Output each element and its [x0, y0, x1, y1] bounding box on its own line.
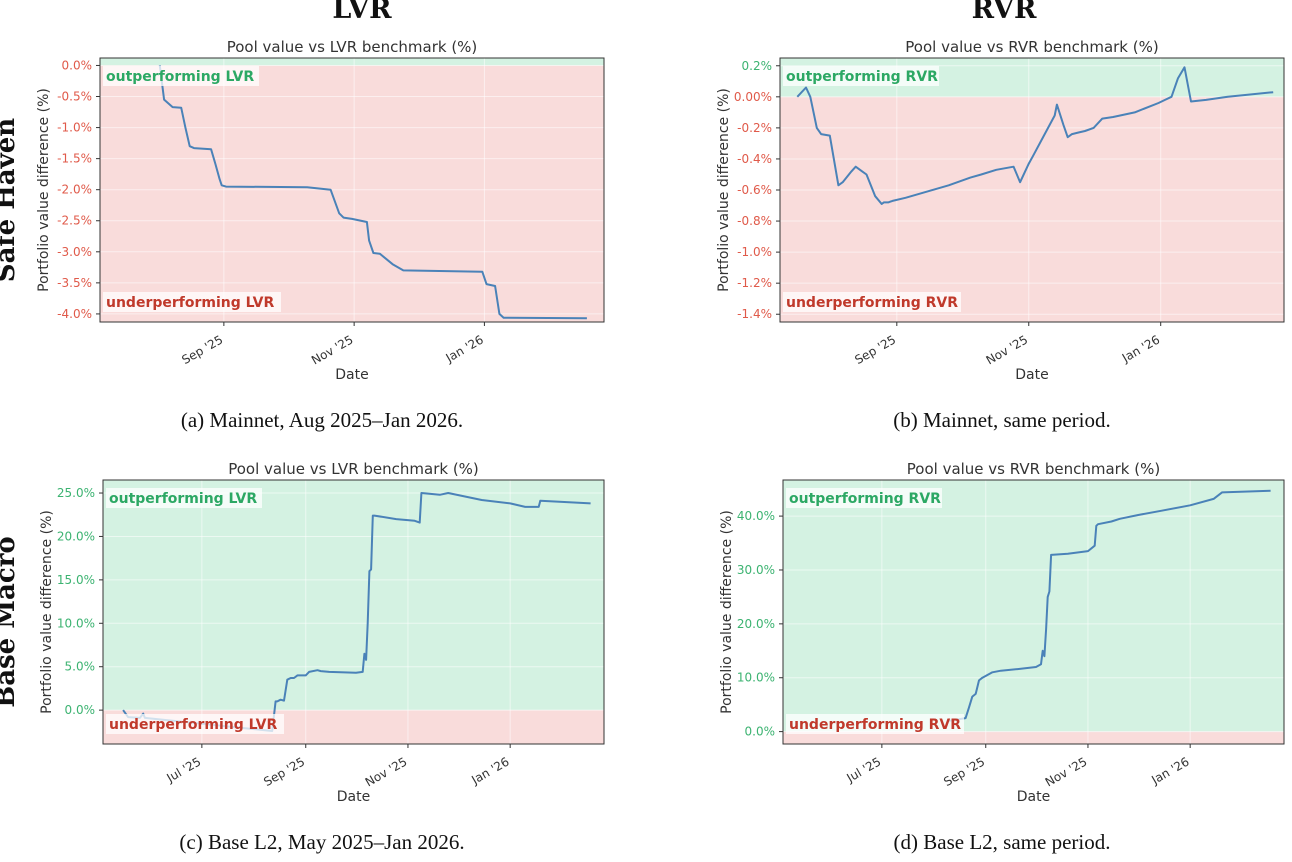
y-tick-label: -1.4% [737, 307, 772, 321]
outperform-label-bg [783, 66, 939, 86]
underperform-label: underperforming LVR [109, 717, 277, 733]
plot-frame [102, 479, 605, 745]
y-tick-label: 10.0% [737, 671, 775, 685]
outperform-label: outperforming RVR [789, 491, 941, 507]
underperform-label-bg [103, 292, 281, 312]
panel-d: outperforming RVR underperforming RVR 40.0… [719, 460, 1285, 854]
outperform-label-bg [786, 488, 942, 508]
series-line [796, 66, 1274, 205]
y-tick-label: -3.5% [57, 276, 92, 290]
y-tick-label: 25.0% [57, 486, 95, 500]
y-axis-label: Portfolio value difference (%) [36, 88, 52, 292]
y-tick-label: -0.2% [737, 121, 772, 135]
y-tick-label: -2.5% [57, 214, 92, 228]
underperform-label: underperforming RVR [786, 295, 958, 311]
outperform-label: outperforming RVR [786, 69, 938, 85]
x-axis-label: Date [1015, 367, 1048, 383]
x-tick-label: Nov '25 [984, 332, 1031, 367]
y-tick-label: -1.0% [57, 121, 92, 135]
y-tick-label: 10.0% [57, 616, 95, 630]
y-tick-label: 30.0% [737, 563, 775, 577]
x-axis-label: Date [337, 789, 370, 805]
x-tick-label: Sep '25 [941, 754, 987, 789]
y-tick-label: 20.0% [57, 529, 95, 543]
y-axis-label: Portfolio value difference (%) [39, 510, 55, 714]
y-tick-label: 0.0% [65, 703, 96, 717]
underperform-label-bg [783, 292, 961, 312]
panel-b: outperforming RVR underperforming RVR 0.2%… [716, 38, 1285, 432]
x-tick-label: Sep '25 [179, 332, 225, 367]
y-tick-label: 20.0% [737, 617, 775, 631]
outperform-label: outperforming LVR [109, 491, 257, 507]
y-tick-label: -0.6% [737, 183, 772, 197]
x-tick-label: Jul '25 [164, 754, 204, 785]
row-header-base-macro: Base Macro [0, 536, 21, 708]
column-header-rvr: RVR [972, 0, 1037, 25]
y-tick-label: 40.0% [737, 509, 775, 523]
outperform-label-bg [106, 488, 262, 508]
x-tick-label: Jan '26 [468, 754, 511, 787]
y-tick-label: -1.5% [57, 152, 92, 166]
x-tick-label: Jan '26 [1148, 754, 1191, 787]
y-axis-label: Portfolio value difference (%) [719, 510, 735, 714]
y-tick-label: -0.5% [57, 90, 92, 104]
x-tick-label: Jul '25 [844, 754, 884, 785]
series-line [122, 492, 591, 732]
series-line [948, 489, 1271, 722]
underperform-label: underperforming LVR [106, 295, 274, 311]
underperform-region [100, 65, 604, 323]
y-tick-label: 0.0% [62, 58, 93, 72]
x-axis-label: Date [335, 367, 368, 383]
x-tick-label: Jan '26 [443, 332, 486, 365]
x-tick-label: Nov '25 [363, 754, 410, 789]
x-tick-label: Sep '25 [852, 332, 898, 367]
plot-frame [782, 479, 1285, 745]
underperform-label: underperforming RVR [789, 717, 961, 733]
underperform-label-bg [786, 714, 964, 734]
panel-title: Pool value vs RVR benchmark (%) [907, 460, 1160, 478]
panel-title: Pool value vs LVR benchmark (%) [228, 460, 479, 478]
panel-caption: (b) Mainnet, same period. [893, 408, 1111, 432]
y-tick-label: 0.00% [734, 90, 772, 104]
underperform-region [780, 96, 1284, 322]
panel-a: outperforming LVR underperforming LVR 0.0%… [36, 38, 605, 432]
y-tick-label: -1.0% [737, 245, 772, 259]
y-tick-label: -2.0% [57, 183, 92, 197]
x-axis-label: Date [1017, 789, 1050, 805]
y-tick-label: -4.0% [57, 307, 92, 321]
y-tick-label: 5.0% [65, 660, 96, 674]
y-tick-label: -1.2% [737, 276, 772, 290]
panel-caption: (a) Mainnet, Aug 2025–Jan 2026. [181, 408, 463, 432]
panel-caption: (c) Base L2, May 2025–Jan 2026. [179, 830, 464, 854]
outperform-region [783, 480, 1284, 732]
y-tick-label: 0.0% [745, 725, 776, 739]
x-tick-label: Sep '25 [261, 754, 307, 789]
outperform-label-bg [103, 66, 259, 86]
x-tick-label: Nov '25 [309, 332, 356, 367]
y-tick-label: 15.0% [57, 573, 95, 587]
x-tick-label: Nov '25 [1043, 754, 1090, 789]
y-tick-label: -3.0% [57, 245, 92, 259]
y-tick-label: -0.8% [737, 214, 772, 228]
x-tick-label: Jan '26 [1119, 332, 1162, 365]
row-header-safe-haven: Safe Haven [0, 118, 21, 282]
outperform-region [100, 58, 604, 66]
panel-title: Pool value vs RVR benchmark (%) [905, 38, 1158, 56]
y-tick-label: -0.4% [737, 152, 772, 166]
y-tick-label: 0.2% [742, 59, 773, 73]
panel-title: Pool value vs LVR benchmark (%) [227, 38, 478, 56]
y-axis-label: Portfolio value difference (%) [716, 88, 732, 292]
panel-c: outperforming LVR underperforming LVR 25.0… [39, 460, 605, 854]
outperform-region [103, 480, 604, 711]
series-line [158, 65, 587, 320]
column-header-lvr: LVR [332, 0, 392, 25]
underperform-region [783, 731, 1284, 744]
panel-caption: (d) Base L2, same period. [894, 830, 1111, 854]
underperform-label-bg [106, 714, 284, 734]
outperform-label: outperforming LVR [106, 69, 254, 85]
